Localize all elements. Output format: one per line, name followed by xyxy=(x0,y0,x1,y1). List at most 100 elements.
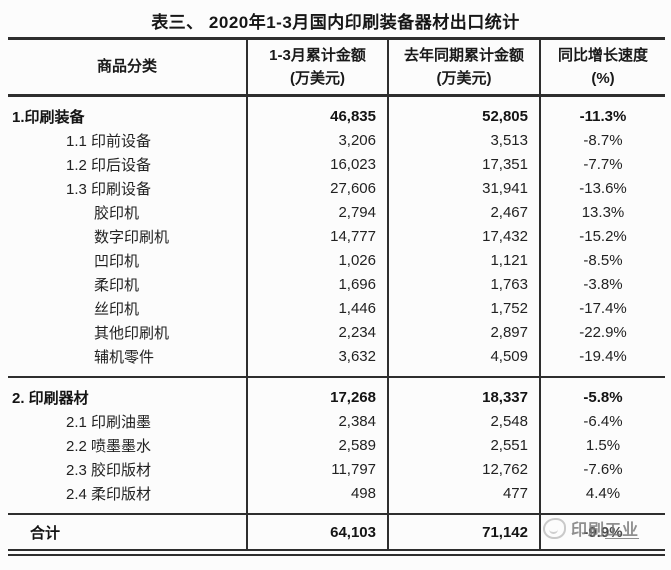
table-row: 1.3 印刷设备 27,606 31,941 -13.6% xyxy=(8,176,665,200)
growth-cell: -8.7% xyxy=(539,128,665,152)
growth-cell: -7.6% xyxy=(539,457,665,481)
amount-cell: 16,023 xyxy=(246,152,388,176)
prev-amount-cell: 2,467 xyxy=(387,200,540,224)
growth-cell: -11.3% xyxy=(539,95,665,128)
table-row: 1.1 印前设备 3,206 3,513 -8.7% xyxy=(8,128,665,152)
header-unit: (%) xyxy=(591,70,615,87)
amount-cell: 17,268 xyxy=(246,376,388,409)
category-cell: 2.1 印刷油墨 xyxy=(66,413,152,431)
table-row: 2.4 柔印版材 498 477 4.4% xyxy=(8,481,665,514)
amount-cell: 11,797 xyxy=(246,457,388,481)
table-row: 2.3 胶印版材 11,797 12,762 -7.6% xyxy=(8,457,665,481)
category-cell: 丝印机 xyxy=(94,300,140,318)
growth-cell: -3.8% xyxy=(539,272,665,296)
header-label: 商品分类 xyxy=(96,58,157,76)
prev-amount-cell: 52,805 xyxy=(387,95,540,128)
prev-amount-cell: 31,941 xyxy=(387,176,540,200)
header-label: 去年同期累计金额 xyxy=(403,46,524,64)
header-row: 商品分类 1-3月累计金额 (万美元) 去年同期累计金额 (万美元) 同比增长速度 (… xyxy=(8,38,665,97)
amount-cell: 14,777 xyxy=(246,224,388,248)
amount-cell: 3,206 xyxy=(246,128,388,152)
growth-cell: -8.5% xyxy=(539,248,665,272)
category-cell: 凹印机 xyxy=(94,252,140,270)
growth-cell: -19.4% xyxy=(539,344,665,377)
table-row: 2.1 印刷油墨 2,384 2,548 -6.4% xyxy=(8,409,665,433)
table-row: 2.2 喷墨墨水 2,589 2,551 1.5% xyxy=(8,433,665,457)
growth-cell: 4.4% xyxy=(539,481,665,514)
category-cell: 1.印刷装备 xyxy=(12,108,85,126)
prev-amount-cell: 17,351 xyxy=(387,152,540,176)
category-cell: 辅机零件 xyxy=(94,348,155,366)
amount-cell: 2,234 xyxy=(246,320,388,344)
prev-amount-cell: 4,509 xyxy=(387,344,540,377)
amount-cell: 64,103 xyxy=(246,513,388,556)
category-cell: 2.4 柔印版材 xyxy=(66,485,152,503)
category-cell: 2.2 喷墨墨水 xyxy=(66,437,152,455)
growth-cell: -7.7% xyxy=(539,152,665,176)
amount-cell: 3,632 xyxy=(246,344,388,377)
table-row: 柔印机 1,696 1,763 -3.8% xyxy=(8,272,665,296)
amount-cell: 1,026 xyxy=(246,248,388,272)
prev-amount-cell: 1,752 xyxy=(387,296,540,320)
col-header-growth: 同比增长速度 (%) xyxy=(539,38,665,97)
col-header-category: 商品分类 xyxy=(8,38,247,97)
header-label: 同比增长速度 xyxy=(557,46,648,64)
growth-cell: -17.4% xyxy=(539,296,665,320)
table-row: 其他印刷机 2,234 2,897 -22.9% xyxy=(8,320,665,344)
table-row: 凹印机 1,026 1,121 -8.5% xyxy=(8,248,665,272)
category-cell: 合计 xyxy=(8,513,247,556)
table-row: 1.印刷装备 46,835 52,805 -11.3% xyxy=(8,95,665,128)
table-row: 1.2 印后设备 16,023 17,351 -7.7% xyxy=(8,152,665,176)
table-row: 辅机零件 3,632 4,509 -19.4% xyxy=(8,344,665,377)
category-cell: 数字印刷机 xyxy=(94,228,170,246)
table-row: 数字印刷机 14,777 17,432 -15.2% xyxy=(8,224,665,248)
amount-cell: 1,696 xyxy=(246,272,388,296)
table-row: 丝印机 1,446 1,752 -17.4% xyxy=(8,296,665,320)
growth-cell: -13.6% xyxy=(539,176,665,200)
prev-amount-cell: 2,548 xyxy=(387,409,540,433)
prev-amount-cell: 1,121 xyxy=(387,248,540,272)
category-cell: 1.2 印后设备 xyxy=(66,156,152,174)
amount-cell: 27,606 xyxy=(246,176,388,200)
prev-amount-cell: 477 xyxy=(387,481,540,514)
growth-cell: -6.4% xyxy=(539,409,665,433)
category-cell: 1.1 印前设备 xyxy=(66,132,152,150)
prev-amount-cell: 17,432 xyxy=(387,224,540,248)
growth-cell: 1.5% xyxy=(539,433,665,457)
col-header-amount: 1-3月累计金额 (万美元) xyxy=(246,38,388,97)
category-cell: 1.3 印刷设备 xyxy=(66,180,152,198)
amount-cell: 2,794 xyxy=(246,200,388,224)
category-cell: 其他印刷机 xyxy=(94,324,170,342)
prev-amount-cell: 2,551 xyxy=(387,433,540,457)
category-cell: 2. 印刷器材 xyxy=(8,376,247,409)
export-statistics-table: 商品分类 1-3月累计金额 (万美元) 去年同期累计金额 (万美元) 同比增长速度 (… xyxy=(8,37,665,556)
amount-cell: 498 xyxy=(246,481,388,514)
prev-amount-cell: 1,763 xyxy=(387,272,540,296)
table-row: 胶印机 2,794 2,467 13.3% xyxy=(8,200,665,224)
col-header-prev-amount: 去年同期累计金额 (万美元) xyxy=(387,38,540,97)
category-cell: 柔印机 xyxy=(94,276,140,294)
table-row: 2. 印刷器材 17,268 18,337 -5.8% xyxy=(8,376,665,409)
table-title: 表三、 2020年1-3月国内印刷装备器材出口统计 xyxy=(151,13,520,32)
amount-cell: 46,835 xyxy=(246,95,388,128)
total-row: 合计 64,103 71,142 -9.9% xyxy=(8,513,665,556)
prev-amount-cell: 12,762 xyxy=(387,457,540,481)
amount-cell: 2,384 xyxy=(246,409,388,433)
header-unit: (万美元) xyxy=(436,70,492,87)
growth-cell: -22.9% xyxy=(539,320,665,344)
prev-amount-cell: 2,897 xyxy=(387,320,540,344)
amount-cell: 2,589 xyxy=(246,433,388,457)
growth-cell: 13.3% xyxy=(539,200,665,224)
header-unit: (万美元) xyxy=(290,70,345,87)
growth-cell: -5.8% xyxy=(539,376,665,409)
growth-cell: -15.2% xyxy=(539,224,665,248)
prev-amount-cell: 18,337 xyxy=(387,376,540,409)
prev-amount-cell: 3,513 xyxy=(387,128,540,152)
category-cell: 2.3 胶印版材 xyxy=(66,461,152,479)
category-cell: 胶印机 xyxy=(94,204,140,222)
amount-cell: 1,446 xyxy=(246,296,388,320)
header-label: 1-3月累计金额 xyxy=(269,46,366,64)
growth-cell: -9.9% xyxy=(539,513,665,556)
prev-amount-cell: 71,142 xyxy=(387,513,540,556)
